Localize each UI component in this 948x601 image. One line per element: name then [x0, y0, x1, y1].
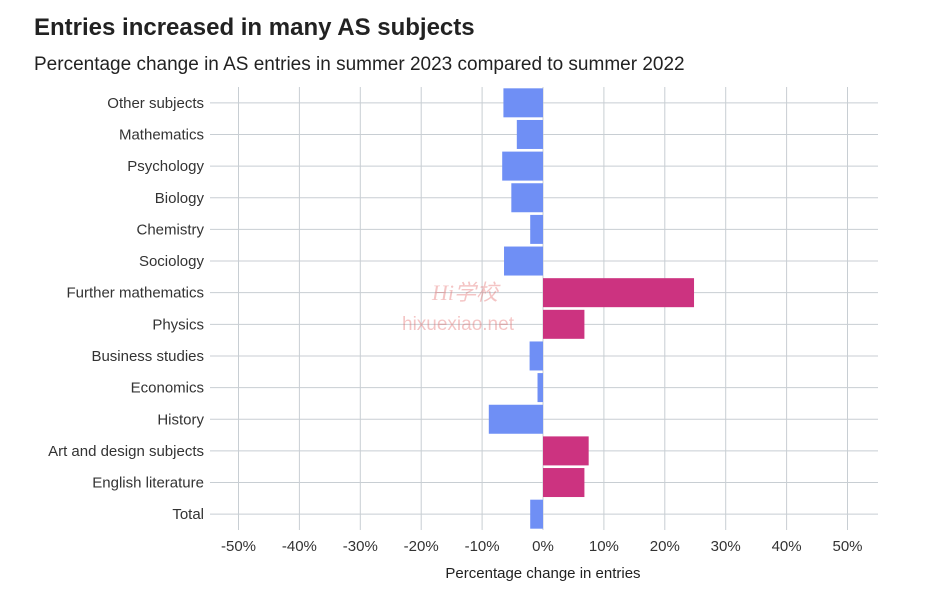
- bar-art-and-design-subjects: [543, 436, 589, 466]
- grid-layer: [210, 87, 878, 530]
- x-tick-label: -20%: [404, 538, 439, 555]
- bar-business-studies: [529, 341, 543, 371]
- chart-title: Entries increased in many AS subjects: [34, 14, 475, 41]
- bar-mathematics: [516, 119, 543, 149]
- x-tick-label: -30%: [343, 538, 378, 555]
- x-tick-label: -10%: [465, 538, 500, 555]
- x-axis-title: Percentage change in entries: [445, 565, 640, 582]
- tick-labels: -50% -40% -30% -20% -10% 0% 10% 20% 30% 40% 50%: [221, 538, 863, 555]
- category-label: Mathematics: [119, 126, 204, 143]
- watermark: Hi学校 hixuexiao.net: [402, 280, 515, 335]
- category-label: Biology: [155, 190, 205, 207]
- bar-economics: [537, 373, 543, 403]
- category-label: Physics: [152, 316, 204, 333]
- bar-sociology: [504, 246, 543, 276]
- bar-other-subjects: [503, 88, 543, 118]
- category-label: Art and design subjects: [48, 443, 204, 460]
- watermark-logo: Hi学校: [431, 280, 501, 305]
- x-tick-label: 30%: [711, 538, 741, 555]
- x-tick-label: 40%: [772, 538, 802, 555]
- bar-psychology: [502, 151, 543, 181]
- category-label: Psychology: [127, 158, 204, 175]
- category-label: Sociology: [139, 253, 205, 270]
- watermark-url: hixuexiao.net: [402, 314, 515, 335]
- category-label: Total: [172, 506, 204, 523]
- category-labels: Other subjects Mathematics Psychology Biolo…: [48, 95, 204, 523]
- x-tick-label: 10%: [589, 538, 619, 555]
- bar-biology: [511, 183, 543, 213]
- bar-physics: [543, 309, 585, 339]
- category-label: Economics: [131, 380, 204, 397]
- bar-chemistry: [530, 214, 543, 244]
- x-tick-label: 50%: [832, 538, 862, 555]
- bar-english-literature: [543, 468, 585, 498]
- chart-subtitle: Percentage change in AS entries in summe…: [34, 54, 685, 75]
- x-tick-label: 0%: [532, 538, 554, 555]
- category-label: Further mathematics: [66, 285, 204, 302]
- category-label: Other subjects: [107, 95, 204, 112]
- bar-history: [488, 404, 543, 434]
- bar-total: [530, 499, 543, 529]
- category-label: History: [157, 411, 204, 428]
- x-tick-label: -50%: [221, 538, 256, 555]
- x-tick-label: -40%: [282, 538, 317, 555]
- bar-layer: [488, 88, 695, 529]
- bar-further-mathematics: [543, 278, 695, 308]
- x-tick-label: 20%: [650, 538, 680, 555]
- category-label: Business studies: [91, 348, 204, 365]
- category-label: Chemistry: [136, 221, 204, 238]
- category-label: English literature: [92, 475, 204, 492]
